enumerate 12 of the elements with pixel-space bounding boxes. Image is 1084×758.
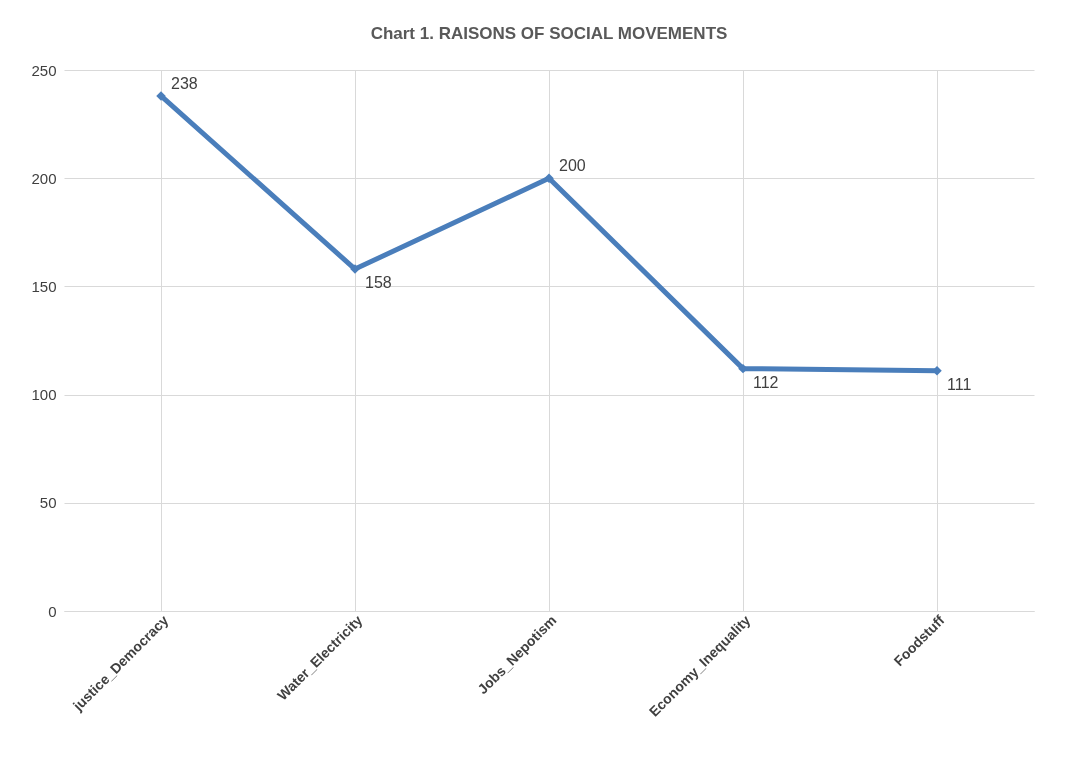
data-label: 200: [559, 157, 586, 175]
y-tick-label: 250: [31, 61, 57, 79]
data-label: 158: [365, 274, 392, 292]
data-label: 112: [753, 373, 779, 391]
y-tick-label: 150: [31, 277, 57, 295]
chart-title: Chart 1. RAISONS OF SOCIAL MOVEMENTS: [370, 24, 728, 43]
data-label: 238: [171, 74, 198, 92]
y-tick-label: 50: [39, 494, 57, 512]
y-tick-label: 100: [31, 386, 57, 404]
data-label: 111: [947, 375, 972, 393]
y-tick-label: 0: [48, 602, 57, 620]
y-tick-label: 200: [31, 169, 57, 187]
